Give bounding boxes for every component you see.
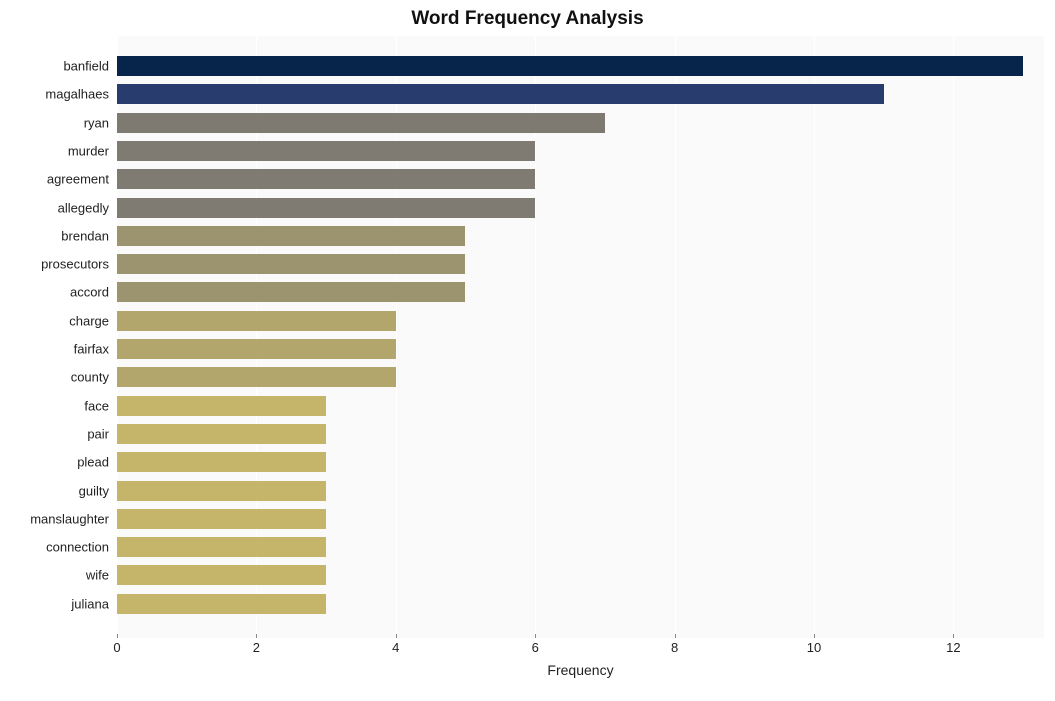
y-axis-label: pair: [0, 426, 109, 441]
bar: [117, 565, 326, 585]
x-tick-label: 4: [392, 640, 399, 655]
bar: [117, 396, 326, 416]
gridline-vertical: [953, 36, 954, 638]
x-tick-label: 10: [807, 640, 821, 655]
bar: [117, 452, 326, 472]
bar: [117, 56, 1023, 76]
x-tick: [117, 634, 118, 638]
x-tick-label: 12: [946, 640, 960, 655]
x-tick: [396, 634, 397, 638]
gridline-vertical: [814, 36, 815, 638]
y-axis-label: banfield: [0, 59, 109, 74]
y-axis-label: charge: [0, 313, 109, 328]
x-tick-label: 2: [253, 640, 260, 655]
y-axis-label: manslaughter: [0, 511, 109, 526]
bar: [117, 282, 465, 302]
bar: [117, 141, 535, 161]
y-axis-label: connection: [0, 540, 109, 555]
chart-container: Word Frequency Analysis banfield magalhae…: [0, 0, 1055, 701]
bar: [117, 537, 326, 557]
y-axis-label: fairfax: [0, 342, 109, 357]
x-tick-label: 6: [532, 640, 539, 655]
bar: [117, 84, 884, 104]
y-axis-label: juliana: [0, 596, 109, 611]
y-axis-label: agreement: [0, 172, 109, 187]
x-tick: [814, 634, 815, 638]
y-axis-label: ryan: [0, 115, 109, 130]
bar: [117, 226, 465, 246]
bar: [117, 198, 535, 218]
y-axis-label: murder: [0, 143, 109, 158]
gridline-vertical: [675, 36, 676, 638]
chart-title: Word Frequency Analysis: [0, 8, 1055, 30]
bar: [117, 424, 326, 444]
x-tick-label: 0: [113, 640, 120, 655]
y-axis-label: allegedly: [0, 200, 109, 215]
bar: [117, 254, 465, 274]
y-axis-label: prosecutors: [0, 257, 109, 272]
y-axis-label: wife: [0, 568, 109, 583]
bar: [117, 594, 326, 614]
x-tick-label: 8: [671, 640, 678, 655]
x-tick: [535, 634, 536, 638]
y-axis-label: county: [0, 370, 109, 385]
bar: [117, 339, 396, 359]
y-axis-label: magalhaes: [0, 87, 109, 102]
x-tick: [675, 634, 676, 638]
y-axis-label: brendan: [0, 228, 109, 243]
bar: [117, 311, 396, 331]
y-axis-label: plead: [0, 455, 109, 470]
y-axis-label: guilty: [0, 483, 109, 498]
bar: [117, 367, 396, 387]
y-axis-label: accord: [0, 285, 109, 300]
bar: [117, 509, 326, 529]
plot-area: [117, 36, 1044, 638]
x-axis-title: Frequency: [117, 662, 1044, 678]
bar: [117, 169, 535, 189]
bar: [117, 481, 326, 501]
x-tick: [256, 634, 257, 638]
y-axis-label: face: [0, 398, 109, 413]
bar: [117, 113, 605, 133]
x-tick: [953, 634, 954, 638]
